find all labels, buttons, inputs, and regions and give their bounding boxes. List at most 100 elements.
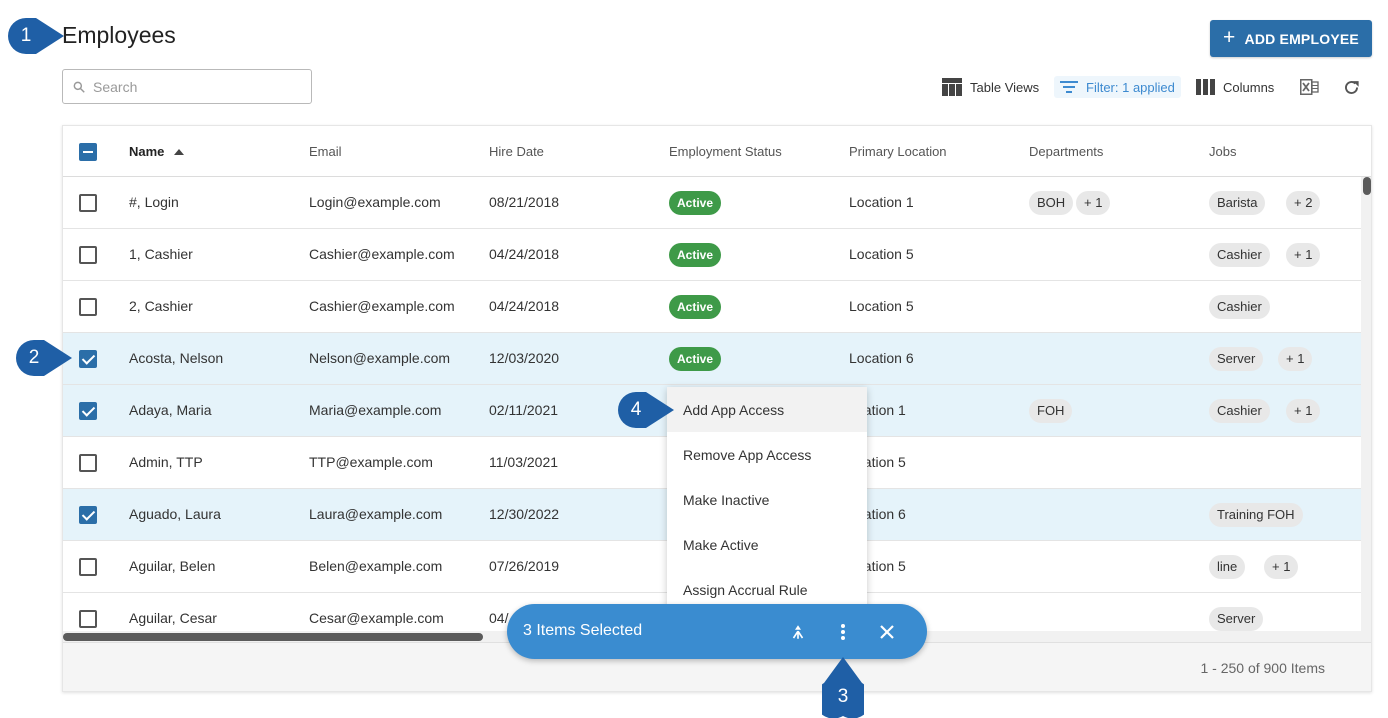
employee-hire-date: 11/03/2021 <box>489 454 558 470</box>
employee-hire-date: 12/03/2020 <box>489 350 559 366</box>
employee-name: 2, Cashier <box>129 298 193 314</box>
job-chip: Barista <box>1209 191 1265 215</box>
refresh-icon <box>1342 78 1361 97</box>
callout-number: 2 <box>12 338 56 378</box>
plus-icon: + <box>1223 27 1235 48</box>
employee-email: Cashier@example.com <box>309 298 455 314</box>
menu-item-make-active[interactable]: Make Active <box>667 522 867 567</box>
select-all-checkbox[interactable] <box>79 143 97 161</box>
row-checkbox[interactable] <box>79 454 97 472</box>
sort-ascending-icon <box>174 149 184 155</box>
column-header-employment-status[interactable]: Employment Status <box>669 144 782 159</box>
selection-action-bar: 3 Items Selected <box>507 604 927 659</box>
row-checkbox[interactable] <box>79 402 97 420</box>
department-chip: FOH <box>1029 399 1072 423</box>
employee-email: Cashier@example.com <box>309 246 455 262</box>
column-header-hire-date[interactable]: Hire Date <box>489 144 544 159</box>
filter-button[interactable]: Filter: 1 applied <box>1054 76 1181 98</box>
menu-item-add-app-access[interactable]: Add App Access <box>667 387 867 432</box>
bulk-actions-menu: Add App Access Remove App Access Make Inac… <box>667 387 867 611</box>
employee-email: Cesar@example.com <box>309 610 444 626</box>
filter-icon <box>1060 80 1078 94</box>
columns-button[interactable]: Columns <box>1196 76 1274 98</box>
refresh-button[interactable] <box>1342 76 1361 98</box>
table-views-label: Table Views <box>970 80 1039 95</box>
menu-item-make-inactive[interactable]: Make Inactive <box>667 477 867 522</box>
status-badge: Active <box>669 243 721 267</box>
job-more-chip[interactable]: + 2 <box>1286 191 1320 215</box>
employee-email: Laura@example.com <box>309 506 442 522</box>
department-more-chip[interactable]: + 1 <box>1076 191 1110 215</box>
horizontal-scroll-thumb[interactable] <box>63 633 483 641</box>
row-checkbox[interactable] <box>79 194 97 212</box>
row-checkbox[interactable] <box>79 610 97 628</box>
employee-name: #, Login <box>129 194 179 210</box>
add-employee-button[interactable]: + ADD EMPLOYEE <box>1210 20 1372 57</box>
close-icon <box>879 624 895 640</box>
employee-hire-date: 02/11/2021 <box>489 402 558 418</box>
employee-email: Login@example.com <box>309 194 441 210</box>
status-badge: Active <box>669 191 721 215</box>
columns-label: Columns <box>1223 80 1274 95</box>
employee-hire-date: 12/30/2022 <box>489 506 559 522</box>
more-actions-button[interactable] <box>831 620 855 644</box>
callout-number: 1 <box>4 16 48 56</box>
search-box[interactable] <box>62 69 312 104</box>
status-badge: Active <box>669 347 721 371</box>
more-vertical-icon <box>840 623 846 641</box>
column-header-jobs[interactable]: Jobs <box>1209 144 1236 159</box>
page-title: Employees <box>62 22 176 49</box>
vertical-scrollbar[interactable] <box>1361 177 1372 642</box>
employee-name: Acosta, Nelson <box>129 350 223 366</box>
employee-email: Maria@example.com <box>309 402 441 418</box>
merge-button[interactable] <box>786 620 810 644</box>
callout-number: 3 <box>822 677 864 717</box>
row-checkbox[interactable] <box>79 558 97 576</box>
job-chip: Server <box>1209 347 1263 371</box>
row-checkbox[interactable] <box>79 246 97 264</box>
excel-icon <box>1300 79 1319 95</box>
employee-primary-location: Location 5 <box>849 298 914 314</box>
columns-icon <box>1196 79 1215 95</box>
column-header-primary-location[interactable]: Primary Location <box>849 144 947 159</box>
table-row[interactable]: #, Login Login@example.com 08/21/2018 Locat… <box>63 177 1361 229</box>
callout-number: 4 <box>614 390 658 430</box>
merge-icon <box>789 623 807 641</box>
callout-marker-3: 3 <box>822 655 864 718</box>
row-checkbox[interactable] <box>79 506 97 524</box>
employee-primary-location: Location 6 <box>849 350 914 366</box>
employee-email: TTP@example.com <box>309 454 433 470</box>
row-checkbox[interactable] <box>79 350 97 368</box>
job-more-chip[interactable]: + 1 <box>1264 555 1298 579</box>
column-header-name-label: Name <box>129 144 164 159</box>
table-views-icon <box>942 78 962 96</box>
filter-label: Filter: 1 applied <box>1086 80 1175 95</box>
employee-hire-date: 08/21/2018 <box>489 194 559 210</box>
column-header-departments[interactable]: Departments <box>1029 144 1103 159</box>
table-row[interactable]: 1, Cashier Cashier@example.com 04/24/2018 L… <box>63 229 1361 281</box>
employee-email: Belen@example.com <box>309 558 442 574</box>
job-more-chip[interactable]: + 1 <box>1286 399 1320 423</box>
employee-hire-date: 04/24/2018 <box>489 298 559 314</box>
column-header-name[interactable]: Name <box>129 144 184 159</box>
export-excel-button[interactable] <box>1300 76 1319 98</box>
job-more-chip[interactable]: + 1 <box>1278 347 1312 371</box>
job-more-chip[interactable]: + 1 <box>1286 243 1320 267</box>
table-row[interactable]: 2, Cashier Cashier@example.com 04/24/2018 L… <box>63 281 1361 333</box>
grid-header: Name Email Hire Date Employment Status P… <box>63 126 1372 177</box>
job-chip: line <box>1209 555 1245 579</box>
row-checkbox[interactable] <box>79 298 97 316</box>
employee-name: Aguilar, Cesar <box>129 610 217 626</box>
table-views-button[interactable]: Table Views <box>942 76 1039 98</box>
pager-summary: 1 - 250 of 900 Items <box>1200 660 1325 676</box>
clear-selection-button[interactable] <box>875 620 899 644</box>
employee-hire-date: 07/26/2019 <box>489 558 559 574</box>
employee-name: Aguilar, Belen <box>129 558 215 574</box>
search-input[interactable] <box>93 79 293 95</box>
table-row[interactable]: Acosta, Nelson Nelson@example.com 12/03/20… <box>63 333 1361 385</box>
column-header-email[interactable]: Email <box>309 144 342 159</box>
search-icon <box>72 80 86 94</box>
menu-item-remove-app-access[interactable]: Remove App Access <box>667 432 867 477</box>
vertical-scroll-thumb[interactable] <box>1363 177 1371 195</box>
callout-marker-1: 1 <box>4 16 48 56</box>
